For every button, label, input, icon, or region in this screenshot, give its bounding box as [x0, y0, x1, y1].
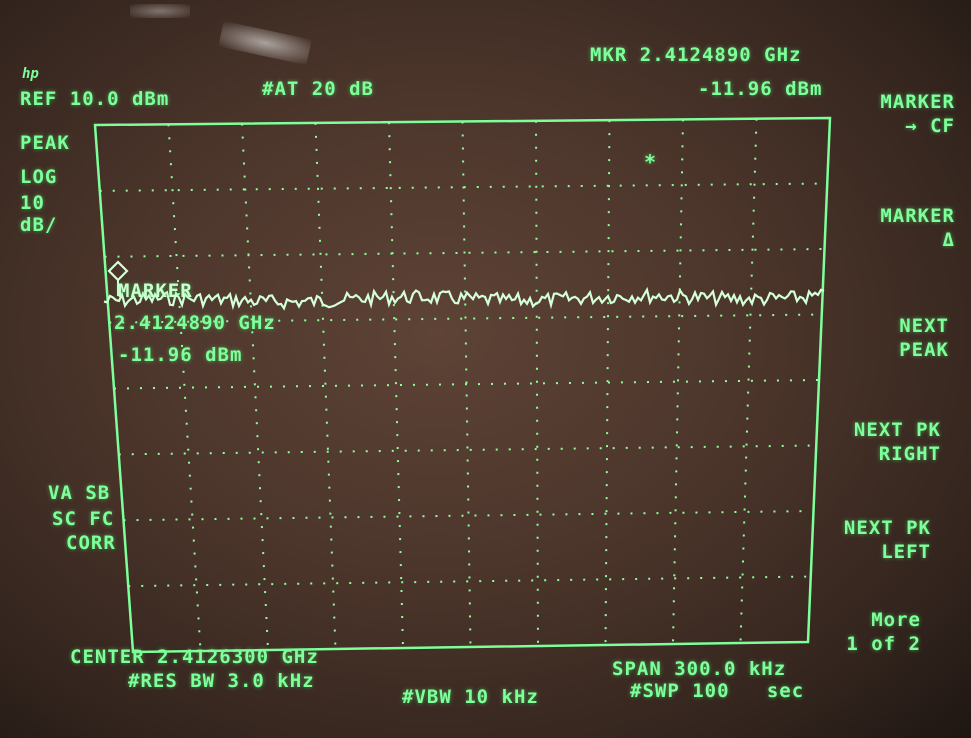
softkey-label: LEFT: [881, 541, 931, 563]
scale-type: LOG: [20, 166, 58, 188]
grid-horizontal-line: [109, 313, 822, 324]
resolution-bandwidth: #RES BW 3.0 kHz: [128, 670, 315, 692]
softkey-label: RIGHT: [878, 443, 941, 465]
softkey-next-peak[interactable]: NEXT PEAK: [899, 314, 949, 362]
grid-lines: [99, 118, 828, 652]
attenuation: #AT 20 dB: [262, 78, 374, 100]
spectrum-trace: [103, 286, 825, 311]
marker-diamond-icon: [107, 260, 129, 282]
scale-unit: dB/: [20, 214, 58, 236]
marker-annotation-freq: 2.4124890 GHz: [114, 312, 276, 334]
va-sb-indicator: VA SB: [48, 482, 111, 504]
softkey-label: → CF: [905, 115, 955, 137]
softkey-marker-delta[interactable]: MARKER Δ: [880, 204, 955, 252]
graticule-border: [93, 116, 832, 654]
marker-label: MARKER: [118, 280, 193, 302]
grid-vertical-line: [739, 118, 758, 644]
screen-glare: [130, 4, 190, 18]
frequency-span: SPAN 300.0 kHz: [612, 658, 787, 680]
softkey-label: 1 of 2: [846, 633, 921, 655]
grid-vertical-line: [314, 122, 337, 650]
softkey-label: NEXT PK: [843, 517, 931, 539]
softkey-label: Δ: [942, 229, 955, 251]
detector-mode: PEAK: [20, 132, 70, 154]
softkey-next-pk-left[interactable]: NEXT PK LEFT: [844, 516, 931, 564]
grid-horizontal-line: [113, 379, 820, 390]
marker-level-readout: -11.96 dBm: [698, 78, 823, 100]
softkey-label: NEXT PK: [853, 419, 941, 441]
hp-logo-icon: hp: [22, 66, 39, 82]
softkey-more[interactable]: More 1 of 2: [846, 608, 921, 656]
softkey-next-pk-right[interactable]: NEXT PK RIGHT: [854, 418, 941, 466]
sc-fc-indicator: SC FC: [52, 508, 115, 530]
softkey-marker-to-cf[interactable]: MARKER → CF: [880, 90, 955, 138]
scale-value: 10: [20, 192, 45, 214]
softkey-label: PEAK: [899, 339, 949, 361]
trace-star-icon: *: [644, 150, 658, 174]
softkey-label: MARKER: [880, 205, 955, 227]
sweep-time: #SWP 100 sec: [630, 680, 805, 702]
video-bandwidth: #VBW 10 kHz: [402, 686, 539, 708]
marker-annotation-level: -11.96 dBm: [118, 344, 243, 366]
center-frequency: CENTER 2.4126300 GHz: [70, 646, 319, 668]
softkey-label: MARKER: [880, 91, 955, 113]
softkey-label: NEXT: [899, 315, 949, 337]
grid-vertical-line: [167, 124, 202, 652]
ref-level: REF 10.0 dBm: [20, 88, 170, 110]
marker-frequency-readout: MKR 2.4124890 GHz: [590, 44, 802, 66]
corr-indicator: CORR: [66, 532, 116, 554]
grid-vertical-line: [535, 120, 539, 647]
softkey-label: More: [871, 609, 921, 631]
